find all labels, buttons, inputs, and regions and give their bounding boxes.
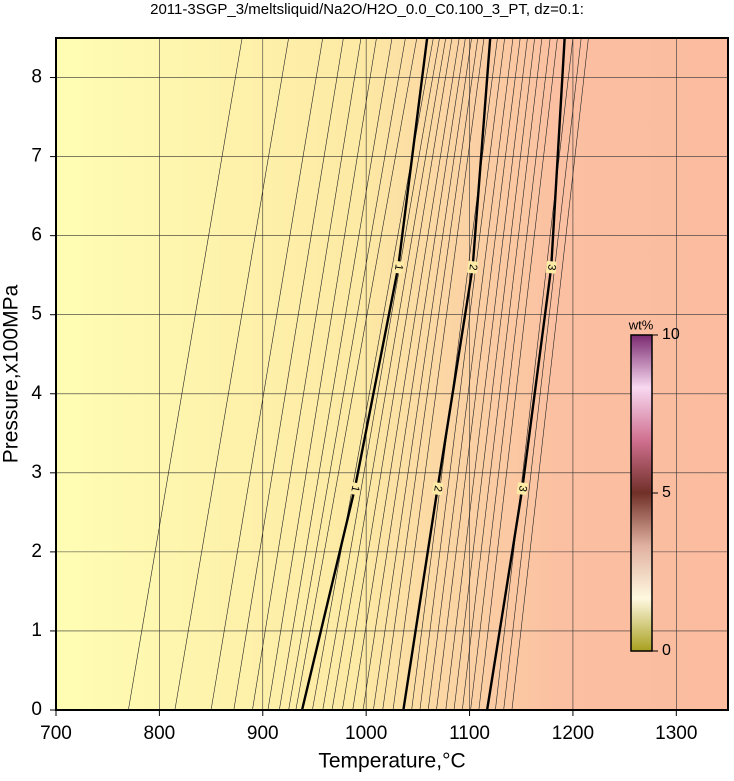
- thin-contour: [233, 37, 344, 711]
- contour-label: 1: [348, 484, 361, 493]
- thin-contour: [331, 37, 447, 711]
- contour-label-bg: [466, 260, 479, 274]
- major-contour: [485, 37, 566, 711]
- x-tick-label: 1000: [345, 723, 387, 744]
- thin-contour: [322, 37, 440, 711]
- x-tick-label: 1200: [552, 723, 594, 744]
- thin-contour: [495, 37, 574, 711]
- thin-contour: [445, 37, 528, 711]
- thin-contour: [295, 37, 418, 711]
- thin-contour: [470, 37, 551, 711]
- colorbar-tick-label: 5: [662, 484, 671, 501]
- thin-contour: [174, 37, 289, 711]
- colorbar-label: wt%: [628, 317, 654, 332]
- chart-title: 2011-3SGP_3/meltsliquid/Na2O/H2O_0.0_C0.…: [150, 1, 584, 18]
- major-contour: [402, 37, 492, 711]
- thin-contour: [478, 37, 558, 711]
- y-tick-label: 2: [31, 541, 42, 562]
- plot-background: [56, 38, 728, 710]
- major-contour: [300, 37, 429, 711]
- thin-contour: [267, 37, 377, 711]
- contour-label-bg: [392, 260, 405, 274]
- y-tick-label: 1: [31, 620, 42, 641]
- y-tick-label: 5: [31, 304, 42, 325]
- contour-label: 2: [466, 264, 479, 271]
- thin-contour: [279, 37, 393, 711]
- thin-contour: [352, 37, 460, 711]
- colorbar-tick-label: 10: [662, 326, 680, 343]
- thin-contour: [210, 37, 324, 711]
- thin-contour: [342, 37, 453, 711]
- contour-label-bg: [545, 260, 557, 274]
- x-tick-label: 1300: [655, 723, 697, 744]
- x-tick-label: 800: [144, 723, 176, 744]
- thin-contour: [462, 37, 543, 711]
- contour-label: 1: [392, 263, 405, 271]
- thin-contour: [427, 37, 514, 711]
- thin-contour: [453, 37, 535, 711]
- colorbar-tick-label: 0: [662, 642, 671, 659]
- x-tick-label: 1100: [449, 723, 490, 744]
- y-tick-label: 7: [31, 146, 42, 167]
- plot-frame: [55, 37, 729, 711]
- thin-contour: [373, 37, 472, 711]
- colorbar: [630, 334, 653, 652]
- x-tick-label: 900: [247, 723, 279, 744]
- y-tick-label: 6: [31, 225, 42, 246]
- contour-label: 2: [431, 485, 444, 493]
- x-tick-label: 700: [40, 723, 72, 744]
- thin-contour: [419, 37, 505, 711]
- contour-label-bg: [516, 481, 529, 496]
- y-tick-label: 4: [31, 383, 42, 404]
- thin-contour: [392, 37, 485, 711]
- contour-label-bg: [348, 481, 361, 496]
- contour-label: 3: [516, 485, 529, 493]
- thin-contour: [503, 37, 582, 711]
- y-tick-label: 0: [31, 699, 42, 720]
- thin-contour: [252, 37, 362, 711]
- thin-contour: [128, 37, 243, 711]
- thin-contour: [362, 37, 466, 711]
- y-axis-label: Pressure,x100MPa: [0, 284, 23, 463]
- thin-contour: [436, 37, 521, 711]
- thin-contour: [382, 37, 479, 711]
- y-tick-label: 3: [31, 462, 42, 483]
- contour-label: 3: [545, 264, 558, 271]
- thin-contour: [288, 37, 406, 711]
- x-axis-label: Temperature,°C: [318, 750, 465, 773]
- y-tick-label: 8: [31, 67, 42, 88]
- contour-label-bg: [431, 481, 444, 496]
- thin-contour: [511, 37, 589, 711]
